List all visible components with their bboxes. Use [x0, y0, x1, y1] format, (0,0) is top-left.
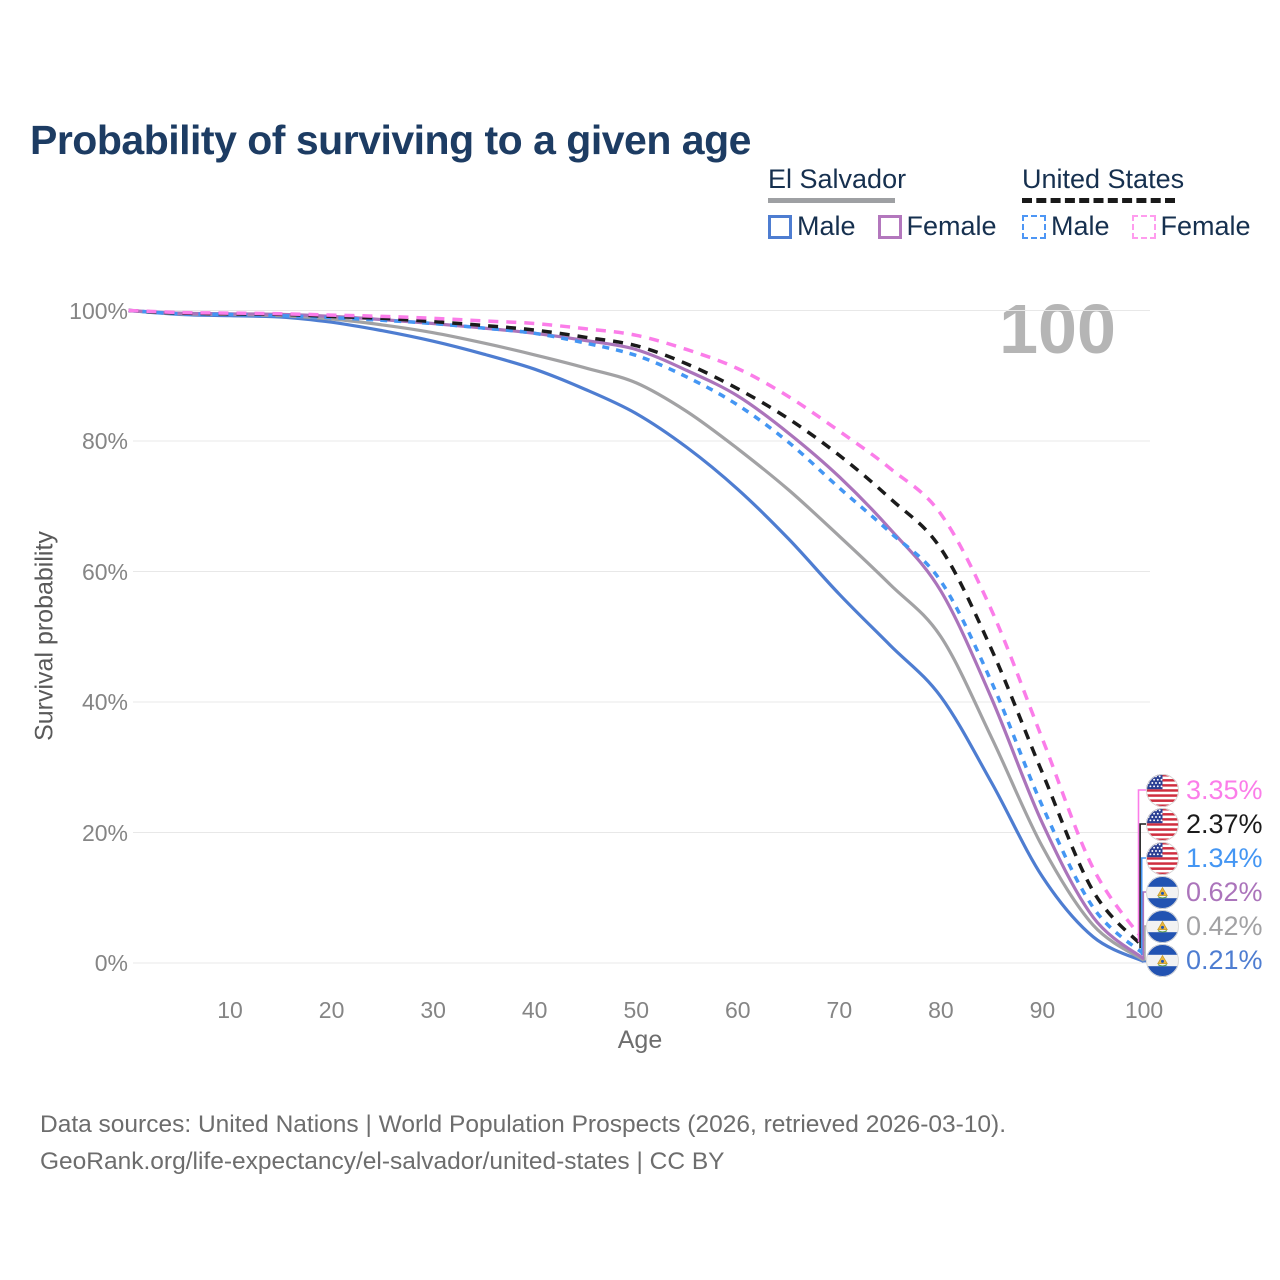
line-sv-female[interactable]: [128, 308, 1146, 961]
legend-country-label: United States: [1022, 164, 1185, 194]
series-end-value: 0.42%: [1186, 911, 1263, 941]
x-tick-label: 30: [420, 997, 446, 1023]
el-salvador-female-swatch: [877, 214, 902, 239]
line-sv-male[interactable]: [128, 308, 1145, 964]
line-us-both[interactable]: [128, 308, 1146, 949]
line-us-female[interactable]: [128, 308, 1146, 943]
y-tick-label: 60%: [81, 558, 128, 585]
united-states-flag-icon: [1146, 807, 1179, 841]
united-states-female-swatch: [1131, 214, 1156, 239]
line-us-male[interactable]: [128, 308, 1146, 956]
legend-country-header: El Salvador: [768, 164, 1019, 203]
series-end-value: 1.34%: [1186, 843, 1263, 873]
x-tick-label: 20: [318, 997, 345, 1023]
x-tick-label: 60: [725, 997, 751, 1023]
line-sv-both[interactable]: [128, 308, 1145, 962]
data-source-note: Data sources: United Nations | World Pop…: [40, 1111, 1007, 1138]
el-salvador-line-style-swatch: [768, 198, 895, 203]
series-end-value: 0.21%: [1186, 945, 1263, 975]
el-salvador-flag-icon: [1146, 943, 1179, 977]
legend-item-united-states-female[interactable]: Female: [1131, 211, 1251, 242]
legend-group-el-salvador: El Salvador Male Female: [768, 164, 1019, 242]
legend-country-label: El Salvador: [768, 164, 907, 194]
x-tick-label: 50: [623, 997, 650, 1023]
series-end-value: 3.35%: [1186, 775, 1263, 805]
x-tick-label: 10: [217, 997, 243, 1023]
y-tick-label: 100%: [69, 297, 128, 324]
legend-item-united-states-male[interactable]: Male: [1022, 211, 1110, 242]
legend-country-header: United States: [1022, 164, 1273, 203]
end-label-connector: [1144, 925, 1146, 962]
y-tick-label: 20%: [81, 819, 128, 846]
united-states-flag-icon: [1146, 773, 1179, 807]
end-label-connector: [1142, 891, 1146, 960]
el-salvador-flag-icon: [1146, 875, 1179, 909]
legend-item-el-salvador-female[interactable]: Female: [877, 211, 997, 242]
footer: Data sources: United Nations | World Pop…: [40, 1106, 1006, 1180]
united-states-line-style-swatch: [1022, 198, 1175, 203]
x-tick-label: 80: [928, 997, 954, 1023]
attribution-note: GeoRank.org/life-expectancy/el-salvador/…: [40, 1148, 725, 1175]
page-title: Probability of surviving to a given age: [30, 117, 751, 164]
x-tick-label: 70: [826, 997, 853, 1023]
x-axis-title: Age: [617, 1026, 663, 1054]
x-tick-label: 90: [1029, 997, 1056, 1023]
x-tick-label: 100: [1124, 997, 1164, 1023]
el-salvador-male-swatch: [768, 214, 792, 239]
el-salvador-flag-icon: [1146, 909, 1179, 943]
united-states-male-swatch: [1022, 214, 1046, 239]
y-tick-label: 40%: [81, 689, 128, 715]
series-end-value: 2.37%: [1186, 809, 1263, 839]
series-end-value: 0.62%: [1186, 877, 1263, 907]
y-tick-label: 0%: [94, 950, 128, 976]
x-tick-label: 40: [521, 997, 548, 1023]
y-tick-label: 80%: [81, 428, 128, 454]
united-states-flag-icon: [1146, 841, 1179, 875]
hovered-age-indicator: 100: [999, 290, 1116, 368]
legend-group-united-states: United States Male Female: [1022, 164, 1273, 242]
legend-item-el-salvador-male[interactable]: Male: [768, 211, 856, 242]
